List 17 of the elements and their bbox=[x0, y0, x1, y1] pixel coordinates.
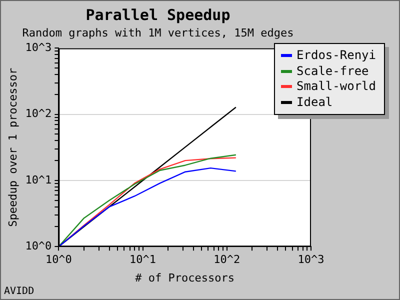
x-tick-label: 10^2 bbox=[214, 253, 240, 266]
text: AVIDD bbox=[4, 286, 34, 297]
y-tick-label: 10^2 bbox=[25, 107, 52, 120]
x-axis-title: # of Processors bbox=[135, 271, 235, 284]
y-tick-label: 10^3 bbox=[25, 41, 52, 54]
legend-label: Small-world bbox=[296, 79, 376, 94]
legend-label: Scale-free bbox=[296, 64, 370, 79]
x-tick-label: 10^0 bbox=[45, 253, 72, 266]
y-axis-title: Speedup over 1 processor bbox=[6, 68, 20, 227]
chart-subtitle: Random graphs with 1M vertices, 15M edges bbox=[22, 26, 294, 40]
x-tick-label: 10^3 bbox=[298, 253, 324, 266]
x-tick-label: 10^1 bbox=[130, 253, 156, 266]
y-tick-label: 10^0 bbox=[25, 239, 52, 252]
chart-title: Parallel Speedup bbox=[86, 6, 230, 24]
legend-label: Erdos-Renyi bbox=[296, 48, 376, 64]
y-tick-label: 10^1 bbox=[25, 173, 52, 186]
legend-label: Ideal bbox=[296, 94, 334, 110]
